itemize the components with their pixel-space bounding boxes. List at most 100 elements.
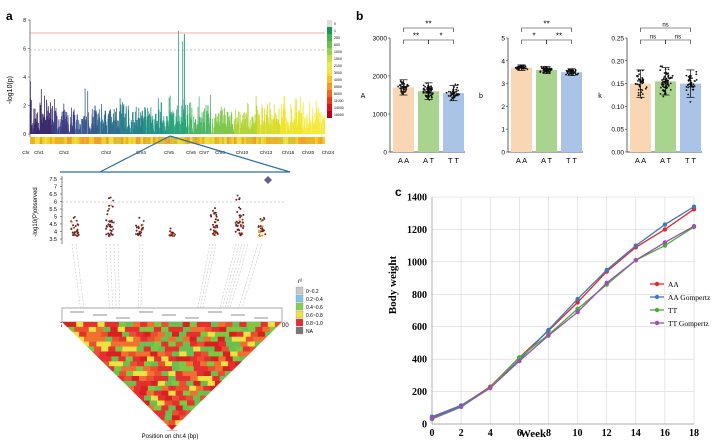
ld-cell [221,346,229,352]
bar-data-point [667,79,669,82]
ld-cell [154,405,162,411]
bar-data-point [522,67,525,70]
ld-cell [179,380,187,387]
series-point [429,416,435,421]
bar-data-point [688,75,690,78]
density-cell [76,137,80,144]
bar-data-point [542,69,545,72]
ld-cell [146,326,155,333]
regional-guide-line [238,243,259,309]
density-legend-swatch [327,20,332,27]
series-point [575,306,580,312]
ld-heatmap [62,322,283,431]
growth-y-label: Body weight [387,255,399,314]
ld-cell [157,366,166,372]
regional-point [72,224,75,227]
density-cell [145,137,149,144]
regional-point [259,227,262,230]
ld-cell [93,331,101,338]
ld-cell [208,366,216,372]
ld-cell [193,331,201,338]
density-cell [224,137,227,144]
bar-data-point [636,83,639,86]
legend-marker [654,307,660,313]
bar-data-point [638,84,641,87]
density-legend-swatch [327,83,332,90]
density-cell [86,137,90,144]
density-legend-swatch [327,76,332,83]
density-cell [298,137,301,144]
ld-cell [149,400,158,406]
ld-cell [190,390,198,396]
r2-legend-swatch [295,294,304,303]
regional-point [137,225,140,228]
ld-cell [237,351,246,357]
ld-cell [139,356,148,362]
density-cell [133,137,136,144]
ld-cell [211,322,219,328]
ld-cell [139,341,148,347]
significance-bracket [665,39,691,44]
bar-data-point [397,85,399,88]
ld-cell [204,326,213,333]
ld-cell [193,395,201,401]
ld-cell [123,361,131,367]
ld-cell [200,346,208,352]
bar-data-point [400,85,402,87]
ld-cell [114,331,123,338]
ld-cell [136,331,144,338]
density-cell [248,137,252,144]
ld-cell [200,366,209,372]
regional-point [137,234,140,237]
ld-cell [84,336,92,342]
ld-cell [238,336,247,342]
regional-point [236,224,239,227]
density-cell [84,137,87,144]
ld-cell [193,366,202,372]
bar-y-label: A [361,93,366,100]
regional-point [141,227,144,230]
bar-data-point [429,88,432,91]
bar-data-point [667,85,670,87]
bar-data-point [575,73,577,76]
bar-category-label: A A [398,156,409,165]
density-cell [266,137,269,144]
bar-data-point [540,65,543,68]
bar-data-point [547,70,549,72]
bar [680,83,701,152]
ld-cell [143,331,151,338]
ld-cell [139,326,147,333]
ld-cell [116,361,124,367]
series-point [517,358,522,364]
ld-cell [147,405,155,411]
density-legend-label: 2100 [334,64,342,68]
regional-point [261,219,264,222]
bar-data-point [422,91,425,94]
regional-point [112,221,115,224]
ld-cell [172,331,180,338]
bar-data-point [669,82,672,85]
bar [630,83,651,152]
ld-cell [86,331,94,338]
bar-data-point [518,68,521,70]
regional-point [212,232,214,235]
regional-point [134,233,137,236]
series-line [431,206,695,418]
ld-cell [111,322,120,328]
series-point [488,385,493,391]
ld-cell [232,322,240,328]
ld-cell [200,395,208,401]
bar-data-point [515,67,518,69]
regional-point [74,234,77,236]
ld-cell [187,400,195,406]
r2-legend-swatch [295,302,304,311]
ld-cell [197,356,205,362]
r2-legend-label: 0~0.2 [306,289,319,295]
regional-point [105,233,108,236]
ld-cell [205,376,213,382]
ld-cell [253,322,261,328]
density-cell [39,137,43,144]
density-cell [101,137,104,144]
ld-cell [153,376,162,382]
bar-data-point [661,85,664,88]
